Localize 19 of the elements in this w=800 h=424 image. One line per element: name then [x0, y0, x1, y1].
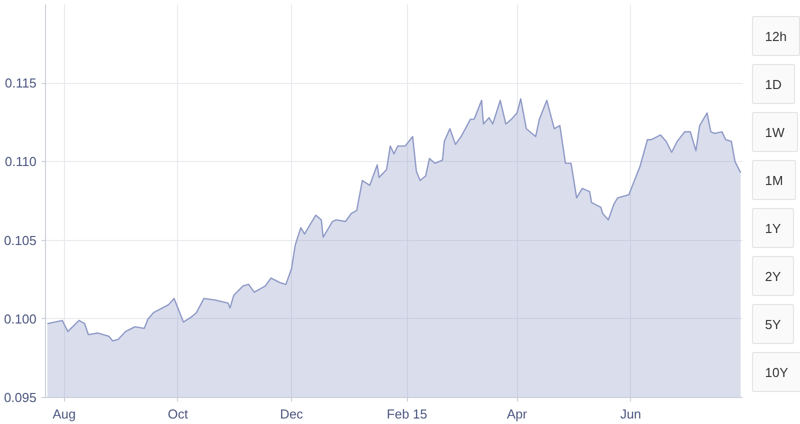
text: 5Y — [752, 304, 794, 344]
y-tick-label: 0.105 — [4, 232, 37, 248]
x-tick-label: Apr — [506, 406, 528, 422]
text: 1M — [752, 160, 796, 200]
y-tick-label: 0.115 — [4, 76, 37, 91]
text: 1D — [752, 64, 795, 104]
text: 1W — [752, 112, 798, 152]
text: 1Y — [752, 208, 794, 248]
y-tick-label: 0.095 — [4, 390, 37, 405]
text: 2Y — [752, 256, 794, 296]
y-tick-label: 0.110 — [4, 154, 37, 170]
text: 10Y — [752, 352, 800, 392]
x-tick-label: Dec — [280, 406, 304, 422]
y-tick-label: 0.100 — [4, 311, 37, 326]
text: 12h — [752, 16, 800, 56]
x-tick-label: Aug — [52, 406, 76, 422]
x-tick-label: Oct — [168, 406, 188, 422]
x-tick-label: Feb 15 — [386, 406, 428, 422]
x-tick-label: Jun — [620, 406, 642, 422]
